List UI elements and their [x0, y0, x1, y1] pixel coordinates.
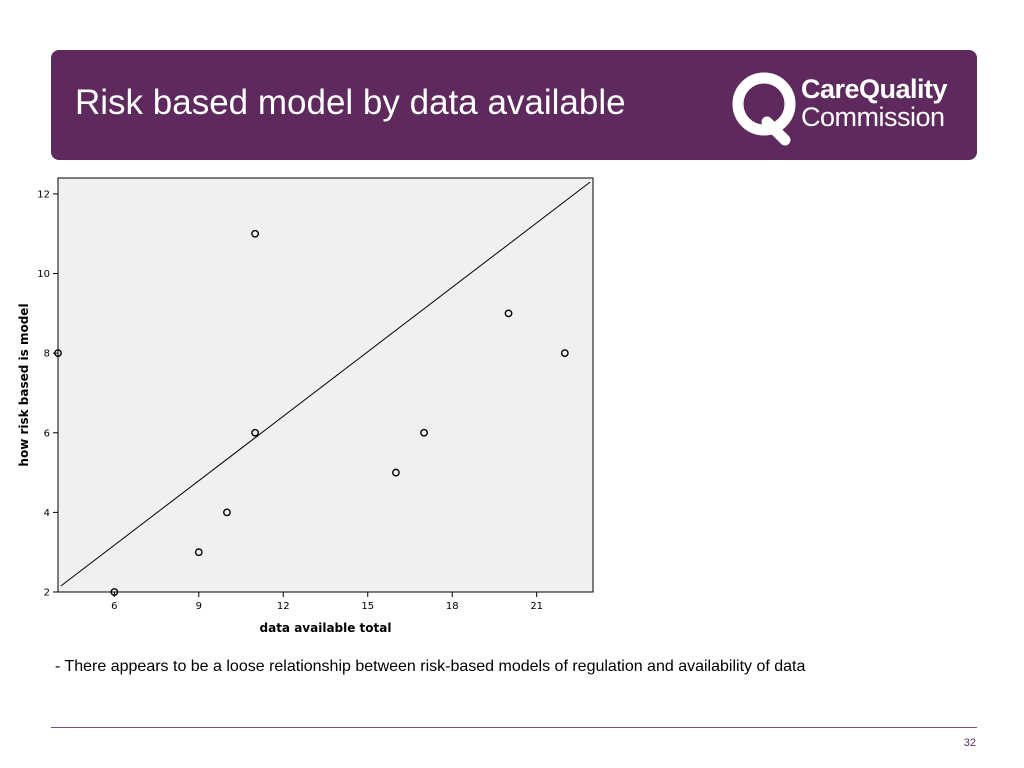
- logo-text-care-quality: CareQuality: [801, 74, 948, 104]
- y-tick-label: 10: [37, 269, 50, 280]
- y-tick-label: 4: [44, 508, 50, 519]
- fit-line: [60, 181, 591, 587]
- x-tick-label: 6: [111, 601, 117, 612]
- cqc-logo: CareQuality Commission: [731, 70, 961, 146]
- data-point: [504, 309, 513, 318]
- y-tick-label: 6: [44, 428, 50, 439]
- data-point: [54, 349, 62, 358]
- logo-text-commission: Commission: [801, 102, 945, 132]
- page-number: 32: [963, 737, 976, 749]
- footer-divider: [51, 727, 977, 728]
- y-tick-label: 8: [44, 349, 50, 360]
- x-axis-label: data available total: [260, 621, 392, 635]
- y-axis-label: how risk based is model: [17, 303, 31, 466]
- y-tick-label: 2: [44, 588, 50, 599]
- data-point: [251, 229, 260, 238]
- x-tick-label: 18: [446, 601, 459, 612]
- x-tick-label: 12: [277, 601, 290, 612]
- x-tick-label: 21: [530, 601, 543, 612]
- chart-caption: - There appears to be a loose relationsh…: [55, 658, 806, 675]
- data-point: [251, 428, 260, 437]
- data-point: [420, 428, 428, 437]
- y-tick-label: 12: [37, 189, 50, 200]
- plot-area: [57, 177, 594, 593]
- data-point: [391, 468, 400, 477]
- data-point: [110, 588, 119, 596]
- data-point: [223, 508, 231, 517]
- page-title: Risk based model by data available: [75, 83, 626, 122]
- x-tick-label: 9: [196, 601, 202, 612]
- data-point: [560, 349, 569, 358]
- scatter-chart: 2 4 6 8 10 12 6 9 12 15 18 21 data available total ho…: [17, 177, 594, 635]
- title-banner: Risk based model by data available CareQ…: [51, 50, 977, 160]
- x-tick-label: 15: [361, 601, 374, 612]
- cqc-q-logo-icon: [732, 72, 796, 146]
- data-point: [194, 548, 203, 557]
